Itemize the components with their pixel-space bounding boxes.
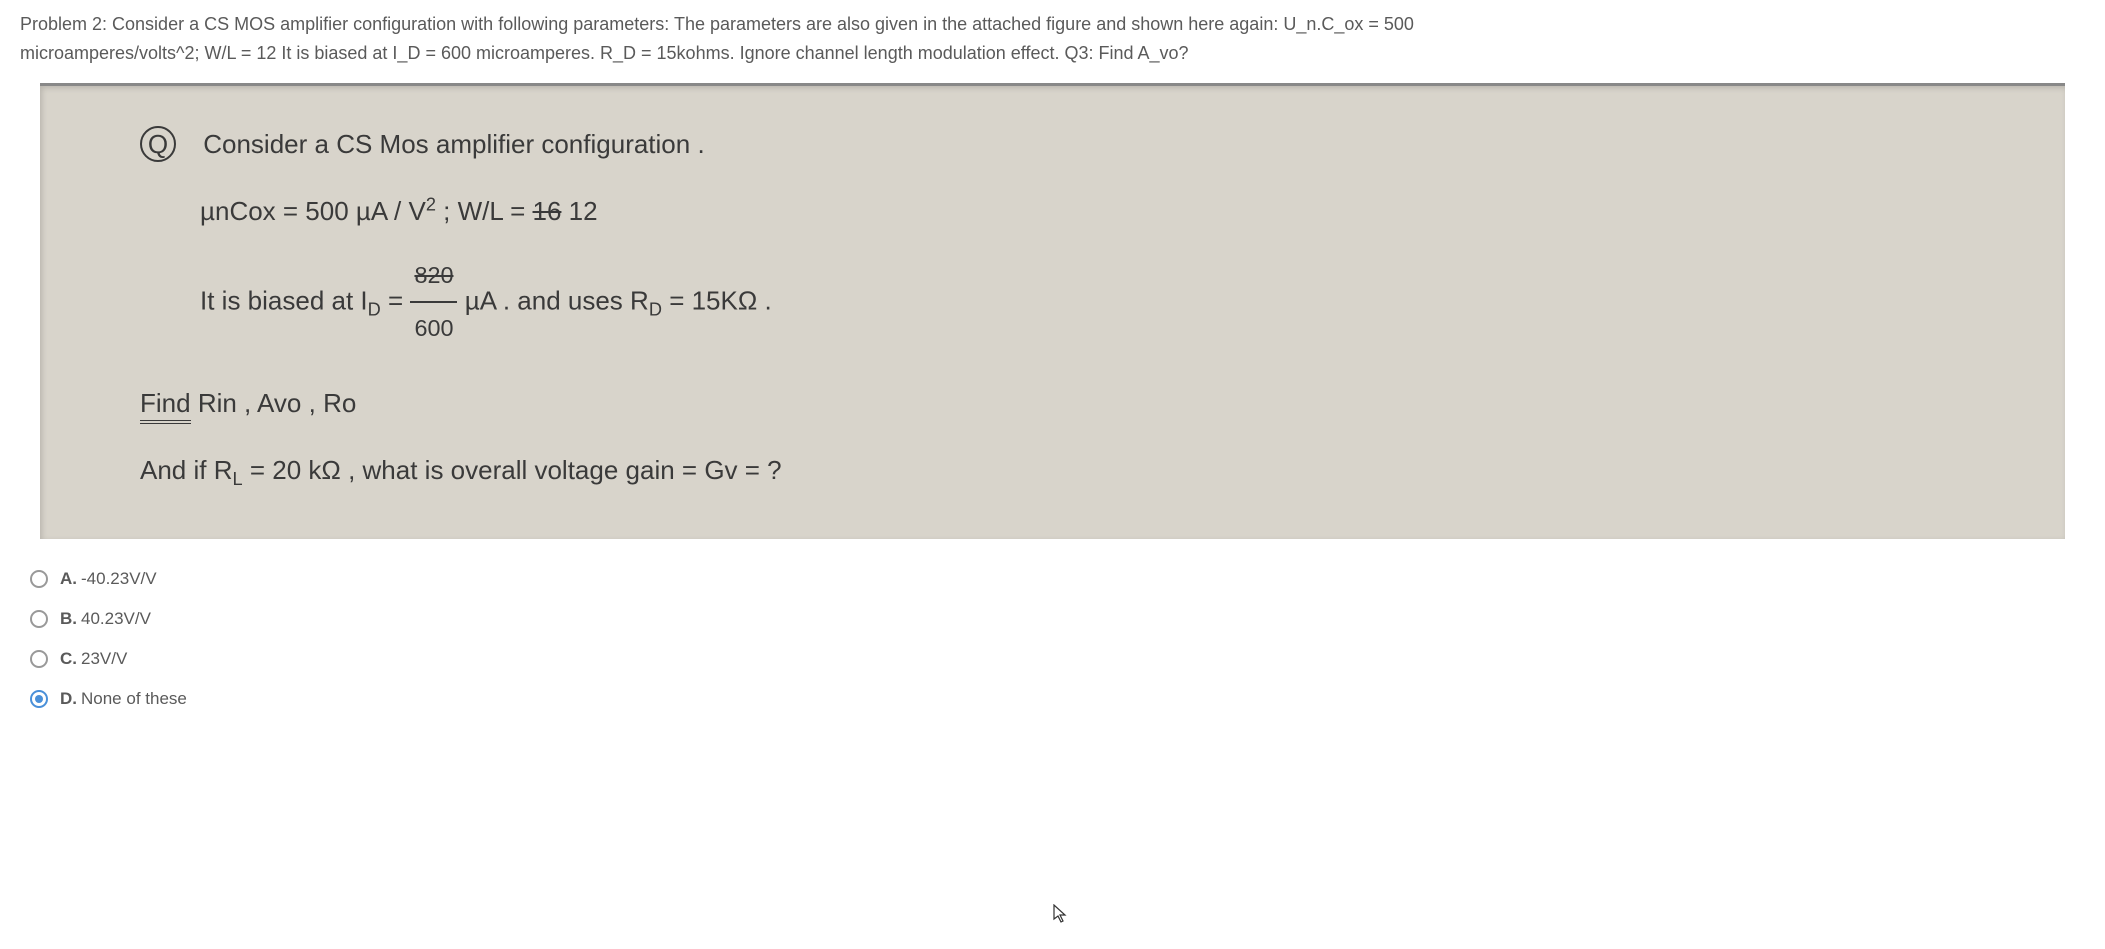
hw-sub-2: D: [649, 300, 662, 320]
hw-fraction: 820 600: [410, 250, 457, 355]
hw-text-2b: ; W/L =: [443, 196, 532, 226]
question-line1: Problem 2: Consider a CS MOS amplifier c…: [20, 14, 1414, 34]
hw-text-5b: = 20 kΩ , what is overall voltage gain =…: [250, 455, 782, 485]
hw-600: 600: [410, 303, 457, 354]
hw-line-1: Q Consider a CS Mos amplifier configurat…: [140, 116, 2005, 173]
hw-line-3: It is biased at ID = 820 600 µA . and us…: [140, 250, 2005, 355]
hw-text-3a: It is biased at I: [200, 285, 368, 315]
radio-b[interactable]: [30, 610, 48, 628]
hw-text-2a: µnCox = 500 µA / V: [200, 196, 426, 226]
option-b[interactable]: B. 40.23V/V: [30, 599, 2075, 639]
hw-strike-1: 16: [533, 196, 562, 226]
hw-sub-1: D: [368, 300, 381, 320]
option-a-text: -40.23V/V: [81, 569, 157, 589]
hw-text-2c: 12: [569, 196, 598, 226]
option-a[interactable]: A. -40.23V/V: [30, 559, 2075, 599]
option-d-label: D.: [60, 689, 77, 709]
radio-d[interactable]: [30, 690, 48, 708]
hw-line-2: µnCox = 500 µA / V2 ; W/L = 16 12: [140, 183, 2005, 240]
hw-text-1: Consider a CS Mos amplifier configuratio…: [203, 129, 704, 159]
hw-exp: 2: [426, 194, 436, 214]
hw-text-4: Rin , Avo , Ro: [198, 388, 357, 418]
hw-strike-2: 820: [410, 250, 457, 303]
hw-line-4: Find Rin , Avo , Ro: [140, 375, 2005, 432]
option-b-label: B.: [60, 609, 77, 629]
hw-find: Find: [140, 388, 191, 424]
option-c-label: C.: [60, 649, 77, 669]
handwritten-figure: Q Consider a CS Mos amplifier configurat…: [40, 83, 2065, 540]
hw-text-3c: µA . and uses R: [465, 285, 649, 315]
cursor-icon: [1053, 904, 1069, 929]
hw-circled-q: Q: [140, 126, 176, 162]
option-d-text: None of these: [81, 689, 187, 709]
hw-sub-3: L: [233, 469, 243, 489]
option-a-label: A.: [60, 569, 77, 589]
hw-line-5: And if RL = 20 kΩ , what is overall volt…: [140, 442, 2005, 499]
hw-text-3d: = 15KΩ .: [669, 285, 772, 315]
radio-c[interactable]: [30, 650, 48, 668]
option-b-text: 40.23V/V: [81, 609, 151, 629]
option-d[interactable]: D. None of these: [30, 679, 2075, 719]
hw-text-5a: And if R: [140, 455, 233, 485]
question-line2: microamperes/volts^2; W/L = 12 It is bia…: [20, 43, 1189, 63]
option-c-text: 23V/V: [81, 649, 127, 669]
hw-text-3b: =: [388, 285, 410, 315]
question-header: Problem 2: Consider a CS MOS amplifier c…: [0, 0, 2105, 78]
option-c[interactable]: C. 23V/V: [30, 639, 2075, 679]
answer-options: A. -40.23V/V B. 40.23V/V C. 23V/V D. Non…: [0, 549, 2105, 729]
radio-a[interactable]: [30, 570, 48, 588]
